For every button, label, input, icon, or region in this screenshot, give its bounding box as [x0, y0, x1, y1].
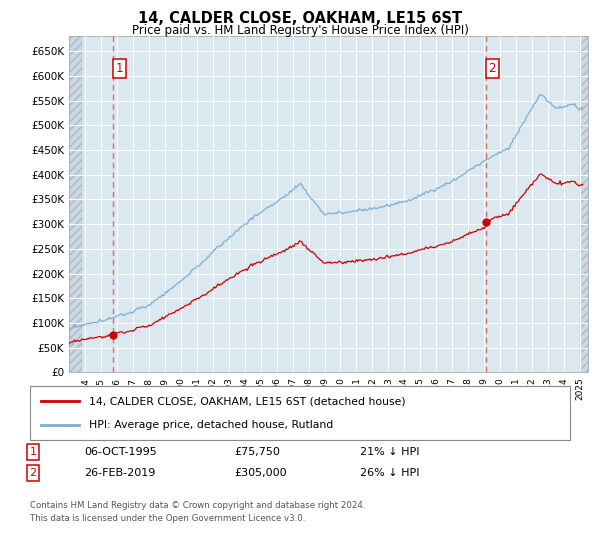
Text: HPI: Average price, detached house, Rutland: HPI: Average price, detached house, Rutl… — [89, 419, 334, 430]
Bar — [580, 36, 588, 372]
Text: 2: 2 — [488, 62, 496, 75]
Text: 1: 1 — [29, 447, 37, 457]
Text: 14, CALDER CLOSE, OAKHAM, LE15 6ST (detached house): 14, CALDER CLOSE, OAKHAM, LE15 6ST (deta… — [89, 396, 406, 407]
Text: £305,000: £305,000 — [234, 468, 287, 478]
FancyBboxPatch shape — [30, 386, 570, 440]
Text: 14, CALDER CLOSE, OAKHAM, LE15 6ST: 14, CALDER CLOSE, OAKHAM, LE15 6ST — [138, 11, 462, 26]
Text: Contains HM Land Registry data © Crown copyright and database right 2024.
This d: Contains HM Land Registry data © Crown c… — [30, 501, 365, 522]
Text: 26% ↓ HPI: 26% ↓ HPI — [360, 468, 419, 478]
Text: 1: 1 — [116, 62, 123, 75]
Text: 2: 2 — [29, 468, 37, 478]
Text: £75,750: £75,750 — [234, 447, 280, 457]
Text: 26-FEB-2019: 26-FEB-2019 — [84, 468, 155, 478]
Text: 21% ↓ HPI: 21% ↓ HPI — [360, 447, 419, 457]
Bar — [580, 36, 588, 372]
Text: 06-OCT-1995: 06-OCT-1995 — [84, 447, 157, 457]
Bar — [69, 36, 82, 372]
Bar — [69, 36, 82, 372]
Text: Price paid vs. HM Land Registry's House Price Index (HPI): Price paid vs. HM Land Registry's House … — [131, 24, 469, 36]
